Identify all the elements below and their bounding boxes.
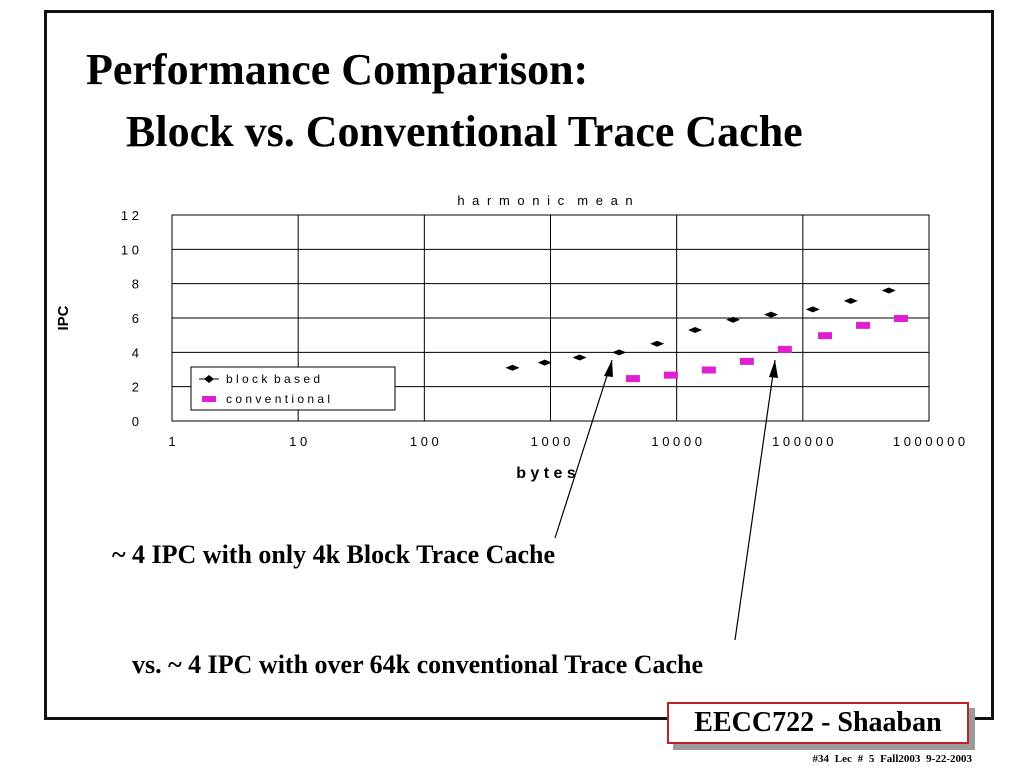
chart-title: h a r m o n i c m e a n [457, 193, 634, 208]
legend-label-block-based: b l o c k b a s e d [226, 372, 320, 386]
brand-badge: EECC722 - Shaaban [667, 702, 969, 744]
slide-title-line1: Performance Comparison: [86, 45, 589, 94]
slide-frame [44, 10, 994, 720]
x-tick-label-2: 1 0 0 [410, 434, 439, 449]
y-tick-label-2: 4 [132, 345, 139, 360]
plot-area: 0 2 4 6 8 1 0 1 2 1 1 0 1 0 0 1 0 0 0 1 0 0 0 0 1 0 … [121, 208, 965, 449]
point-block-based-10 [881, 287, 896, 294]
point-block-based-6 [726, 316, 741, 323]
point-block-based-0 [505, 364, 520, 371]
point-conventional-3 [739, 357, 754, 365]
legend-label-conventional: c o n v e n t i o n a l [226, 392, 330, 406]
point-block-based-2 [572, 354, 587, 361]
y-tick-label-3: 6 [132, 311, 139, 326]
point-conventional-4 [777, 345, 792, 353]
annotation-block-trace-cache: ~ 4 IPC with only 4k Block Trace Cache [112, 540, 556, 569]
x-tick-label-1: 1 0 [289, 434, 307, 449]
y-tick-label-0: 0 [132, 414, 139, 429]
annotation-arrow-block [554, 359, 613, 539]
x-tick-label-0: 1 [168, 434, 175, 449]
y-tick-label-1: 2 [132, 380, 139, 395]
chart-legend: b l o c k b a s e d c o n v e n t i o n … [190, 366, 396, 411]
point-block-based-3 [612, 349, 627, 356]
annotation-arrowhead-conventional [769, 360, 778, 378]
annotation-arrow-conventional [734, 359, 776, 641]
slide-title-line2: Block vs. Conventional Trace Cache [126, 107, 803, 156]
point-block-based-4 [650, 340, 665, 347]
annotation-arrowhead-block [604, 360, 613, 377]
y-tick-label-5: 1 0 [121, 242, 139, 257]
point-block-based-7 [764, 311, 779, 318]
point-block-based-1 [537, 359, 552, 366]
annotation-conventional-trace-cache: vs. ~ 4 IPC with over 64k conventional T… [132, 650, 704, 679]
x-tick-label-6: 1 0 0 0 0 0 0 [893, 434, 965, 449]
point-conventional-7 [894, 315, 909, 322]
point-block-based-8 [805, 306, 820, 313]
y-tick-label-4: 8 [132, 277, 139, 292]
x-tick-label-4: 1 0 0 0 0 [651, 434, 702, 449]
point-conventional-6 [856, 321, 871, 329]
y-tick-label-6: 1 2 [121, 208, 139, 223]
legend-marker-conventional [202, 396, 216, 402]
x-tick-label-5: 1 0 0 0 0 0 [772, 434, 833, 449]
y-axis-label: IPC [55, 305, 72, 330]
point-conventional-2 [701, 366, 716, 374]
point-conventional-5 [818, 332, 833, 340]
point-conventional-1 [663, 371, 678, 379]
point-block-based-9 [843, 297, 858, 304]
legend-marker-block-based [204, 375, 214, 383]
point-block-based-5 [688, 327, 703, 334]
point-conventional-0 [625, 375, 640, 383]
x-axis-label: b y t e s [516, 465, 576, 482]
x-tick-label-3: 1 0 0 0 [531, 434, 571, 449]
slide-footer: #34 Lec # 5 Fall2003 9-22-2003 [812, 753, 972, 765]
